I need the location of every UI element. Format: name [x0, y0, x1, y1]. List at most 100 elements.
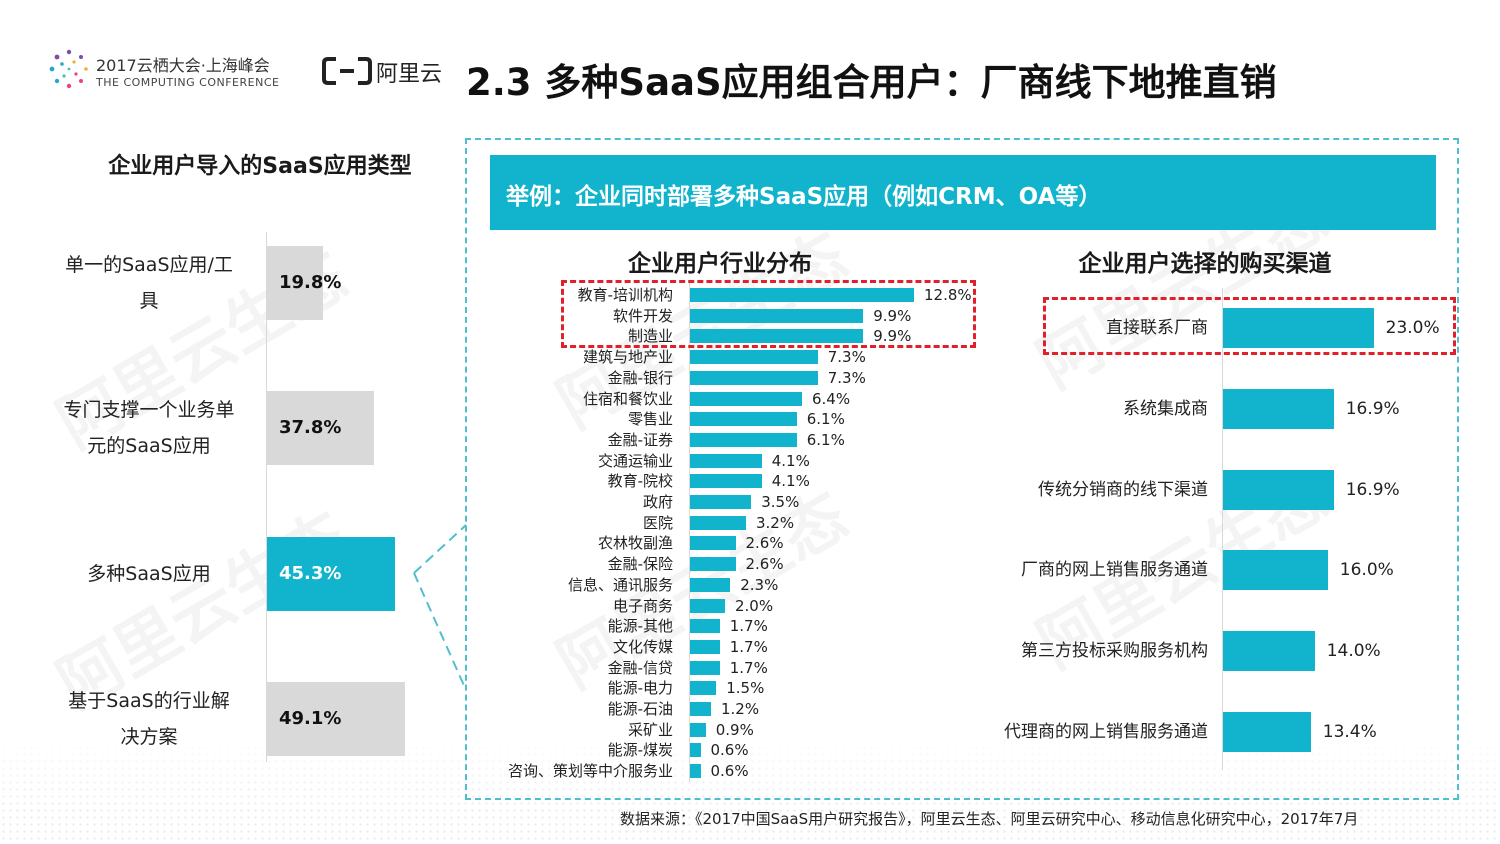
app-type-label: 专门支撑一个业务单 元的SaaS应用 [40, 392, 258, 464]
industry-label: 交通运输业 [597, 451, 673, 470]
industry-bar [690, 598, 725, 613]
channel-label: 代理商的网上销售服务通道 [1004, 722, 1208, 742]
channel-value-label: 13.4% [1322, 722, 1377, 742]
industry-label: 零售业 [627, 410, 673, 429]
app-type-chart-title: 企业用户导入的SaaS应用类型 [108, 154, 412, 179]
industry-value-label: 1.7% [729, 637, 768, 656]
industry-bar [690, 722, 706, 737]
example-banner-text: 举例：企业同时部署多种SaaS应用（例如CRM、OA等） [506, 184, 1102, 210]
industry-label: 能源-石油 [607, 700, 673, 718]
industry-value-label: 4.1% [771, 451, 810, 470]
app-type-label-line: 决方案 [120, 726, 178, 748]
industry-bar [690, 495, 752, 509]
industry-bar [690, 515, 746, 530]
connector-lines [413, 524, 467, 691]
industry-bar [690, 432, 797, 447]
industry-value-label: 2.0% [735, 596, 774, 615]
industry-label: 信息、通讯服务 [567, 575, 673, 594]
industry-value-label: 0.9% [715, 720, 754, 739]
industry-label: 电子商务 [612, 596, 673, 615]
industry-value-label: 1.5% [726, 679, 765, 698]
app-type-label-line: 基于SaaS的行业解 [68, 690, 230, 712]
channel-bar [1223, 388, 1334, 429]
industry-label: 金融-信贷 [607, 658, 673, 677]
industry-value-label: 6.1% [806, 430, 845, 449]
app-type-bar [267, 682, 406, 756]
app-type-value-label: 37.8% [279, 417, 342, 438]
app-type-value-label: 45.3% [279, 563, 342, 584]
industry-label: 金融-保险 [607, 555, 673, 574]
industry-label: 住宿和餐饮业 [582, 389, 673, 408]
industry-label: 能源-其他 [607, 617, 673, 636]
industry-value-label: 1.7% [729, 658, 768, 677]
industry-value-label: 2.6% [745, 534, 784, 553]
channel-bar [1223, 712, 1311, 752]
channel-bar [1223, 469, 1334, 510]
app-type-bar [267, 246, 323, 320]
app-type-axis-line [266, 232, 267, 762]
industry-label: 软件开发 [612, 306, 673, 325]
industry-value-label: 6.4% [812, 389, 851, 408]
channel-label: 第三方投标采购服务机构 [1021, 641, 1208, 662]
industry-bar [690, 453, 762, 468]
aliyun-logo-icon [322, 57, 372, 85]
industry-label: 政府 [642, 493, 673, 511]
industry-bar [690, 577, 731, 592]
industry-bar [690, 660, 720, 675]
industry-bar [690, 350, 818, 365]
app-type-label: 多种SaaS应用 [40, 556, 258, 592]
industry-label: 咨询、策划等中介服务业 [507, 762, 673, 781]
industry-value-label: 2.6% [745, 555, 784, 574]
industry-value-label: 1.2% [721, 700, 760, 718]
app-type-label-line: 专门支撑一个业务单 [63, 399, 235, 421]
channel-bar [1223, 550, 1328, 591]
channel-value-label: 16.0% [1339, 560, 1394, 581]
industry-label: 能源-煤炭 [607, 741, 673, 760]
industry-chart-title: 企业用户行业分布 [628, 251, 812, 277]
channel-bar [1223, 631, 1315, 672]
industry-value-label: 0.6% [710, 741, 749, 760]
app-type-label-line: 元的SaaS应用 [87, 435, 211, 457]
page-title: 2.3 多种SaaS应用组合用户：厂商线下地推直销 [466, 61, 1277, 104]
industry-label: 金融-证券 [607, 430, 673, 449]
app-type-bar [267, 391, 374, 465]
channel-value-label: 23.0% [1385, 318, 1440, 338]
conference-logo-icon [49, 49, 88, 89]
channel-label: 传统分销商的线下渠道 [1038, 479, 1208, 500]
channel-axis-line [1222, 288, 1223, 770]
industry-bar [690, 619, 720, 634]
industry-label: 农林牧副渔 [597, 534, 673, 553]
industry-label: 教育-培训机构 [577, 286, 673, 304]
industry-bar [690, 474, 762, 489]
industry-bar [690, 288, 914, 302]
industry-value-label: 7.3% [827, 368, 866, 387]
channel-bar [1223, 308, 1374, 348]
industry-highlight-box [561, 280, 976, 348]
industry-value-label: 7.3% [827, 348, 866, 367]
app-type-label: 基于SaaS的行业解 决方案 [40, 683, 258, 755]
industry-bar [690, 536, 736, 551]
industry-bar [690, 681, 717, 696]
app-type-bar [267, 537, 395, 611]
channel-label: 系统集成商 [1123, 398, 1208, 419]
industry-value-label: 1.7% [729, 617, 768, 636]
industry-label: 制造业 [627, 327, 673, 346]
example-box [465, 138, 1459, 800]
conference-subtitle: THE COMPUTING CONFERENCE [96, 76, 280, 89]
channel-value-label: 16.9% [1345, 398, 1400, 419]
industry-label: 能源-电力 [607, 679, 673, 698]
industry-bar [690, 743, 701, 758]
industry-bar [690, 557, 736, 572]
industry-label: 文化传媒 [612, 637, 673, 656]
industry-bar [690, 702, 711, 716]
app-type-label-line: 具 [139, 290, 159, 312]
channel-label: 直接联系厂商 [1106, 318, 1208, 338]
channel-value-label: 14.0% [1326, 641, 1381, 662]
industry-bar [690, 329, 864, 344]
industry-value-label: 3.5% [761, 493, 800, 511]
channel-highlight-box [1043, 297, 1456, 355]
industry-value-label: 9.9% [873, 327, 912, 346]
app-type-value-label: 19.8% [279, 272, 342, 293]
industry-label: 教育-院校 [607, 472, 673, 491]
industry-bar [690, 308, 864, 323]
